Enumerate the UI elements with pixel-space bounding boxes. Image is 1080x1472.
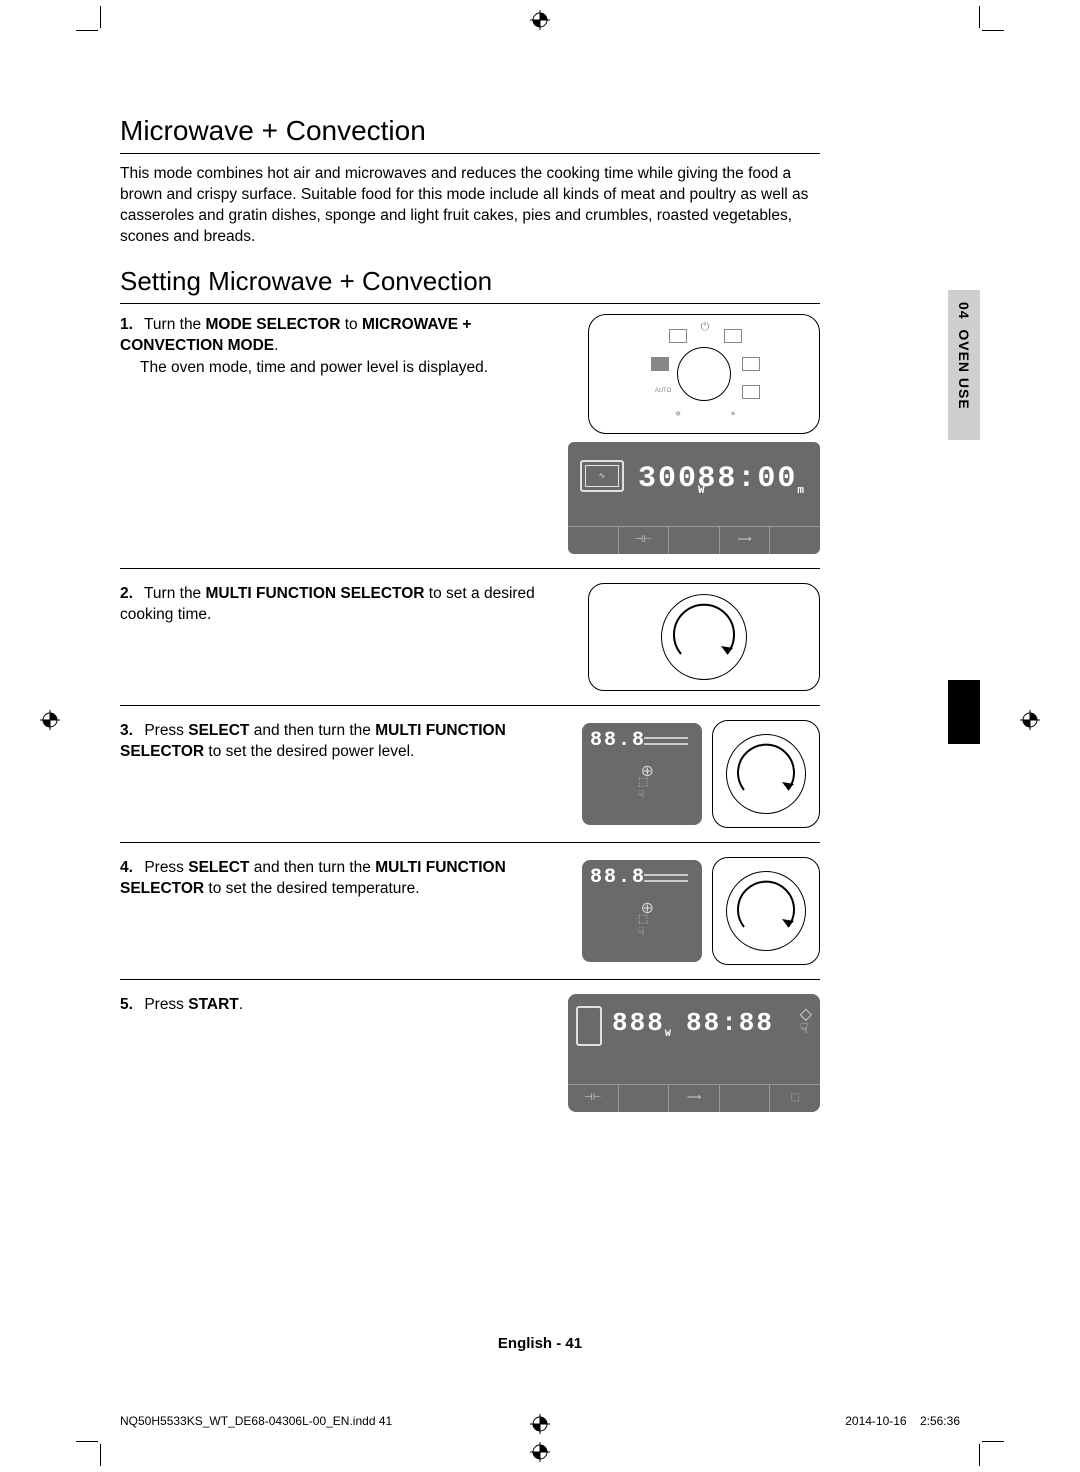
tab-label: OVEN USE xyxy=(956,329,972,409)
print-date: 2014-10-16 xyxy=(845,1414,906,1428)
touch-hand-icon: ⬚☟ xyxy=(638,775,648,801)
step-number: 2. xyxy=(120,583,140,605)
step-5: 5. Press START. 888W 88:88 ◇ ☟ ⊣⊢⟶⬚ xyxy=(120,994,820,1112)
arrow-arc-icon xyxy=(726,871,806,951)
oven-display-small-illustration: 88.8 ⊕ ⬚☟ xyxy=(582,860,702,962)
multi-function-knob-illustration xyxy=(712,720,820,828)
page-footer: English - 41 xyxy=(0,1335,1080,1352)
step-number: 1. xyxy=(120,314,140,336)
divider xyxy=(120,979,820,980)
step-number: 5. xyxy=(120,994,140,1016)
touch-hand-icon: ⬚☟ xyxy=(638,912,648,938)
step-2: 2. Turn the MULTI FUNCTION SELECTOR to s… xyxy=(120,583,820,691)
display-bottom-icons: ⊣⊢⟶⬚ xyxy=(568,1084,820,1112)
oven-display-illustration: ∿ 300W 88:00m ⊣⊢⟶ xyxy=(568,442,820,554)
multi-function-knob-illustration xyxy=(588,583,820,691)
tab-number: 04 xyxy=(956,302,972,320)
heading-sub: Setting Microwave + Convection xyxy=(120,266,820,297)
step-number: 3. xyxy=(120,720,140,742)
multi-function-knob-illustration xyxy=(712,857,820,965)
registration-mark-icon xyxy=(530,10,550,30)
step-4: 4. Press SELECT and then turn the MULTI … xyxy=(120,857,820,965)
oven-display-final-illustration: 888W 88:88 ◇ ☟ ⊣⊢⟶⬚ xyxy=(568,994,820,1112)
registration-mark-icon xyxy=(40,710,60,730)
step-1: 1. Turn the MODE SELECTOR to MICROWAVE +… xyxy=(120,314,820,554)
intro-paragraph: This mode combines hot air and microwave… xyxy=(120,164,820,248)
arrow-arc-icon xyxy=(661,594,747,680)
divider xyxy=(120,705,820,706)
divider xyxy=(120,303,820,304)
print-filename: NQ50H5533KS_WT_DE68-04306L-00_EN.indd 41 xyxy=(120,1414,392,1428)
oven-display-small-illustration: 88.8 ⊕ ⬚☟ xyxy=(582,723,702,825)
divider xyxy=(120,842,820,843)
registration-mark-icon xyxy=(1020,710,1040,730)
print-time: 2:56:36 xyxy=(920,1414,960,1428)
divider xyxy=(120,568,820,569)
registration-mark-icon xyxy=(530,1442,550,1462)
step-number: 4. xyxy=(120,857,140,879)
step-3: 3. Press SELECT and then turn the MULTI … xyxy=(120,720,820,828)
divider xyxy=(120,153,820,154)
registration-mark-icon xyxy=(530,1414,550,1434)
section-tab: 04 OVEN USE xyxy=(948,290,980,770)
heading-main: Microwave + Convection xyxy=(120,115,820,147)
step-subtext: The oven mode, time and power level is d… xyxy=(120,357,558,379)
arrow-arc-icon xyxy=(726,734,806,814)
mode-selector-dial-illustration: ⏻ AUTO ❄ ☀ xyxy=(588,314,820,434)
display-bottom-icons: ⊣⊢⟶ xyxy=(568,526,820,554)
start-touch-icon: ◇ ☟ xyxy=(800,1004,812,1037)
